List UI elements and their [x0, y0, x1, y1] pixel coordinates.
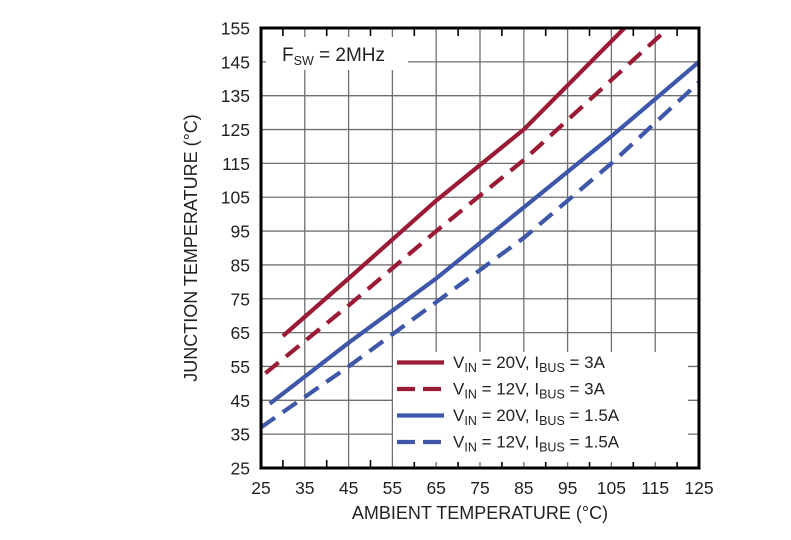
- y-tick-label-95: 95: [231, 222, 250, 242]
- y-tick-label-35: 35: [231, 425, 250, 445]
- y-tick-label-145: 145: [221, 52, 250, 72]
- y-axis-title: JUNCTION TEMPERATURE (°C): [181, 114, 201, 382]
- legend-item-vin-12v-ibus-1p5a: VIN​ = 12V, IBUS​ = 1.5A: [397, 433, 620, 455]
- fsw-annotation: FSW​ = 2MHz: [282, 45, 385, 68]
- legend-label-vin-20v-ibus-3a: VIN​ = 20V, IBUS​ = 3A: [453, 353, 606, 375]
- series-line-vin-12v-ibus-3a: [264, 26, 670, 375]
- x-tick-label-55: 55: [383, 478, 402, 498]
- legend-item-vin-12v-ibus-3a: VIN​ = 12V, IBUS​ = 3A: [397, 380, 606, 402]
- y-tick-label-75: 75: [231, 289, 250, 309]
- subscript: BUS: [539, 414, 565, 428]
- series-line-vin-20v-ibus-1p5a: [268, 60, 701, 406]
- x-tick-label-125: 125: [684, 478, 713, 498]
- legend-item-vin-20v-ibus-3a: VIN​ = 20V, IBUS​ = 3A: [397, 353, 606, 375]
- y-tick-label-105: 105: [221, 188, 250, 208]
- y-tick-label-65: 65: [231, 323, 250, 343]
- legend-background: [393, 352, 688, 462]
- series-line-vin-12v-ibus-1p5a: [259, 80, 701, 430]
- y-tick-label-135: 135: [221, 86, 250, 106]
- x-tick-label-95: 95: [558, 478, 577, 498]
- x-tick-label-115: 115: [641, 478, 669, 498]
- y-tick-label-45: 45: [231, 391, 250, 411]
- legend-label-vin-12v-ibus-1p5a: VIN​ = 12V, IBUS​ = 1.5A: [453, 433, 620, 455]
- x-axis-title: AMBIENT TEMPERATURE (°C): [352, 503, 608, 523]
- data-series: [259, 26, 701, 430]
- y-tick-label-155: 155: [221, 19, 250, 39]
- x-tick-label-35: 35: [295, 478, 314, 498]
- subscript: IN: [464, 361, 477, 375]
- plot-border: [259, 26, 701, 470]
- y-tick-label-85: 85: [231, 255, 250, 275]
- legend-item-vin-20v-ibus-1p5a: VIN​ = 20V, IBUS​ = 1.5A: [397, 406, 620, 428]
- x-tick-label-85: 85: [514, 478, 533, 498]
- subscript: IN: [464, 414, 477, 428]
- subscript: BUS: [539, 441, 565, 455]
- plot-frame: [259, 26, 701, 470]
- subscript: IN: [464, 388, 477, 402]
- subscript: BUS: [539, 388, 565, 402]
- x-tick-label-75: 75: [470, 478, 489, 498]
- x-tick-label-105: 105: [597, 478, 626, 498]
- subscript: BUS: [539, 361, 565, 375]
- fsw-annotation-text: FSW​ = 2MHz: [282, 45, 385, 68]
- y-tick-label-125: 125: [221, 120, 250, 140]
- x-tick-label-65: 65: [426, 478, 445, 498]
- annotation-background: [266, 37, 408, 70]
- x-tick-label-25: 25: [251, 478, 270, 498]
- y-tick-label-25: 25: [231, 459, 250, 479]
- legend: VIN​ = 20V, IBUS​ = 3A VIN​ = 12V, IBUS​ …: [397, 353, 620, 455]
- y-tick-label-55: 55: [231, 357, 250, 377]
- subscript: SW: [294, 54, 314, 68]
- legend-label-vin-20v-ibus-1p5a: VIN​ = 20V, IBUS​ = 1.5A: [453, 406, 620, 428]
- series-line-vin-20v-ibus-3a: [281, 26, 626, 338]
- legend-label-vin-12v-ibus-3a: VIN​ = 12V, IBUS​ = 3A: [453, 380, 606, 402]
- x-tick-label-45: 45: [339, 478, 358, 498]
- overlay-boxes: [266, 37, 688, 462]
- tick-labels: 25 35 45 55 65 75 85 95 105 115 125 135 145 155 25 35 45…: [221, 19, 714, 499]
- y-tick-label-115: 115: [222, 154, 250, 174]
- subscript: IN: [464, 441, 477, 455]
